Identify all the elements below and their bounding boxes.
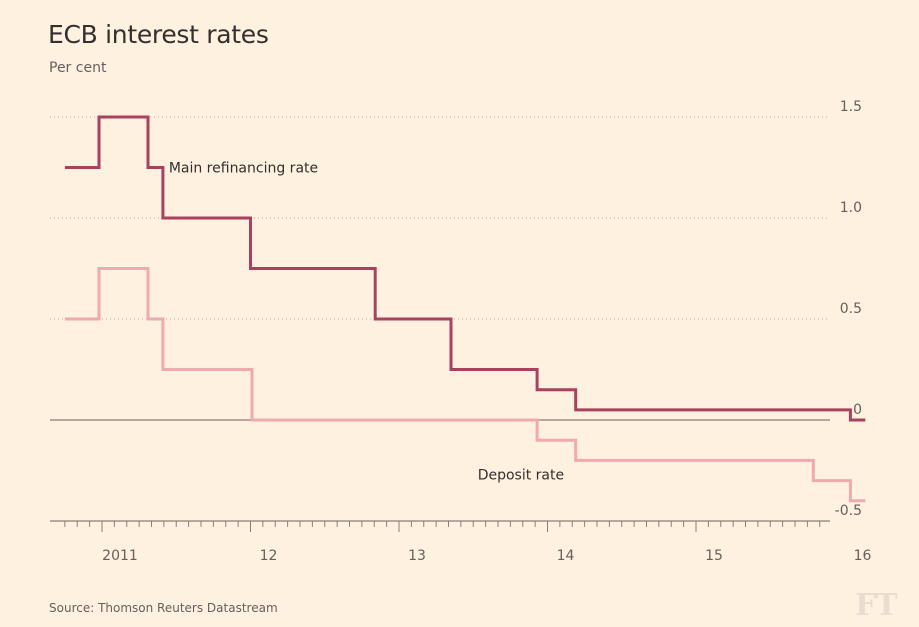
y-tick-label: 1.0 bbox=[840, 200, 862, 216]
x-tick-label: 15 bbox=[705, 548, 723, 564]
ft-logo: FT bbox=[855, 588, 898, 623]
y-tick-label: 0.5 bbox=[840, 301, 862, 317]
chart-title: ECB interest rates bbox=[48, 20, 269, 49]
deposit-rate-label: Deposit rate bbox=[478, 468, 564, 484]
x-tick-label: 12 bbox=[260, 548, 278, 564]
y-tick-label: -0.5 bbox=[835, 503, 862, 519]
y-tick-label: 1.5 bbox=[840, 99, 862, 115]
gridlines bbox=[50, 116, 830, 421]
y-tick-label: 0 bbox=[853, 402, 862, 418]
main-refinancing-rate-line bbox=[64, 115, 866, 422]
main-refinancing-rate-label: Main refinancing rate bbox=[169, 161, 318, 177]
chart-subtitle: Per cent bbox=[49, 60, 107, 76]
labels: 1.5 1.0 0.5 0 -0.5 2011 12 13 14 15 16 Main refinan… bbox=[102, 99, 871, 564]
x-tick-label: 13 bbox=[408, 548, 426, 564]
deposit-rate-line bbox=[64, 267, 866, 503]
x-tick-label: 2011 bbox=[102, 548, 138, 564]
series-lines bbox=[64, 115, 866, 503]
x-tick-label: 14 bbox=[557, 548, 575, 564]
x-tick-label: 16 bbox=[854, 548, 872, 564]
source-note: Source: Thomson Reuters Datastream bbox=[49, 601, 278, 615]
x-axis bbox=[50, 520, 830, 532]
